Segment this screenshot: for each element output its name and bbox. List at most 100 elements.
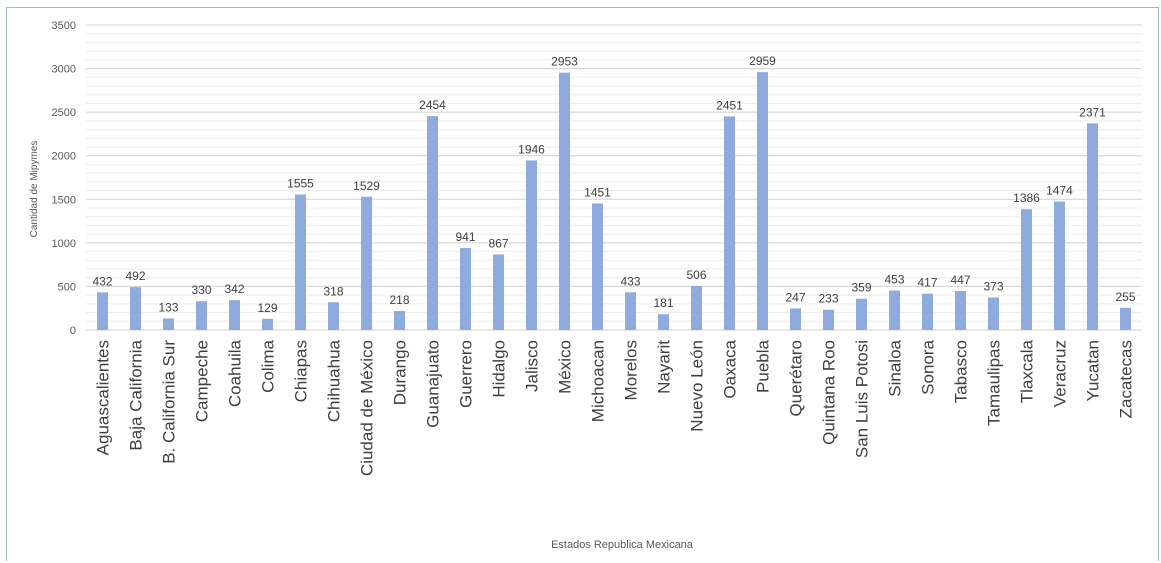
x-tick-label: Coahuila — [226, 339, 245, 407]
x-tick-label: Colima — [259, 339, 278, 392]
data-label: 373 — [983, 279, 1003, 293]
data-label: 359 — [851, 281, 871, 295]
bar — [922, 293, 933, 330]
data-label: 867 — [488, 236, 508, 250]
x-tick-label: Querétaro — [787, 340, 806, 417]
data-label: 2953 — [551, 55, 578, 69]
bar — [592, 203, 603, 330]
bar — [1120, 307, 1131, 330]
data-label: 433 — [620, 274, 640, 288]
bar — [955, 291, 966, 330]
x-tick-label: Quintana Roo — [820, 340, 839, 445]
bar — [856, 298, 867, 330]
x-tick-label: San Luis Potosi — [853, 340, 872, 458]
x-tick-label: Nuevo León — [688, 340, 707, 432]
x-tick-label: Chihuahua — [325, 339, 344, 422]
bar — [691, 285, 702, 330]
data-label: 218 — [389, 293, 409, 307]
y-axis-ticks: 0 500 1000 1500 2000 2500 3000 3500 — [52, 20, 76, 337]
y-tick-label: 3000 — [52, 64, 76, 76]
bar — [493, 254, 504, 330]
y-tick-label: 1000 — [52, 238, 76, 250]
x-axis-title: Estados Republica Mexicana — [551, 539, 694, 551]
data-label: 318 — [323, 284, 343, 298]
bar — [460, 247, 471, 330]
data-label: 417 — [917, 276, 937, 290]
bar — [262, 318, 273, 330]
x-axis-categories: Aguascalientes Baja California B. Californ… — [94, 339, 1136, 476]
data-label: 453 — [884, 273, 904, 287]
data-label: 2959 — [749, 54, 776, 68]
chart-frame — [6, 7, 1159, 561]
bar — [196, 301, 207, 330]
y-tick-label: 2500 — [52, 107, 76, 119]
x-tick-label: Baja California — [127, 339, 146, 450]
bar — [823, 309, 834, 330]
bar — [163, 318, 174, 330]
x-tick-label: Hidalgo — [490, 340, 509, 398]
bar — [361, 196, 372, 330]
x-tick-label: Tlaxcala — [1018, 339, 1037, 403]
y-tick-label: 500 — [58, 281, 76, 293]
bar — [1054, 201, 1065, 330]
data-label: 2454 — [419, 98, 446, 112]
bar — [790, 308, 801, 330]
data-label: 1474 — [1046, 184, 1073, 198]
x-tick-label: Jalisco — [523, 340, 542, 392]
x-tick-label: Sinaloa — [886, 339, 905, 396]
x-tick-label: B. California Sur — [160, 340, 179, 464]
data-label: 1946 — [518, 142, 545, 156]
bar — [427, 116, 438, 330]
data-label: 2451 — [716, 98, 743, 112]
x-tick-label: Nayarit — [655, 340, 674, 394]
y-tick-label: 3500 — [52, 20, 76, 32]
x-tick-label: Michoacan — [589, 340, 608, 422]
data-label: 492 — [125, 269, 145, 283]
y-axis-title: Cantidad de Mipymes — [29, 141, 40, 238]
data-label: 1386 — [1013, 191, 1040, 205]
y-tick-label: 1500 — [52, 194, 76, 206]
x-tick-label: Guerrero — [457, 340, 476, 408]
data-label: 255 — [1115, 290, 1135, 304]
data-label: 506 — [686, 268, 706, 282]
x-tick-label: Tamaulipas — [985, 340, 1004, 426]
x-tick-label: Yucatan — [1084, 340, 1103, 401]
data-labels: 432 492 133 330 342 129 1555 318 1529 218 2454 941 8… — [92, 54, 1135, 315]
bar — [1021, 209, 1032, 330]
data-label: 233 — [818, 292, 838, 306]
bar — [526, 160, 537, 330]
bar — [130, 287, 141, 330]
bar — [295, 194, 306, 330]
x-tick-label: Aguascalientes — [94, 340, 113, 455]
data-label: 247 — [785, 290, 805, 304]
bar — [394, 311, 405, 330]
data-label: 2371 — [1079, 105, 1106, 119]
x-tick-label: Morelos — [622, 340, 641, 400]
data-label: 330 — [191, 283, 211, 297]
bar — [229, 300, 240, 330]
y-tick-label: 2000 — [52, 151, 76, 163]
bar — [625, 292, 636, 330]
data-label: 941 — [455, 230, 475, 244]
x-tick-label: Sonora — [919, 339, 938, 394]
data-label: 447 — [950, 273, 970, 287]
data-label: 1451 — [584, 186, 611, 200]
x-tick-label: Durango — [391, 340, 410, 405]
data-label: 181 — [653, 296, 673, 310]
x-tick-label: Puebla — [754, 339, 773, 392]
bar — [1087, 123, 1098, 331]
x-tick-label: Oaxaca — [721, 339, 740, 398]
x-tick-label: Campeche — [193, 340, 212, 422]
data-label: 133 — [158, 300, 178, 314]
bar — [328, 302, 339, 330]
data-label: 432 — [92, 274, 112, 288]
bar — [724, 116, 735, 330]
y-tick-label: 0 — [70, 325, 76, 337]
x-tick-label: Chiapas — [292, 340, 311, 402]
bar — [988, 297, 999, 330]
bar — [889, 290, 900, 330]
x-tick-label: Guanajuato — [424, 340, 443, 428]
bar — [658, 314, 669, 330]
bar — [757, 72, 768, 330]
